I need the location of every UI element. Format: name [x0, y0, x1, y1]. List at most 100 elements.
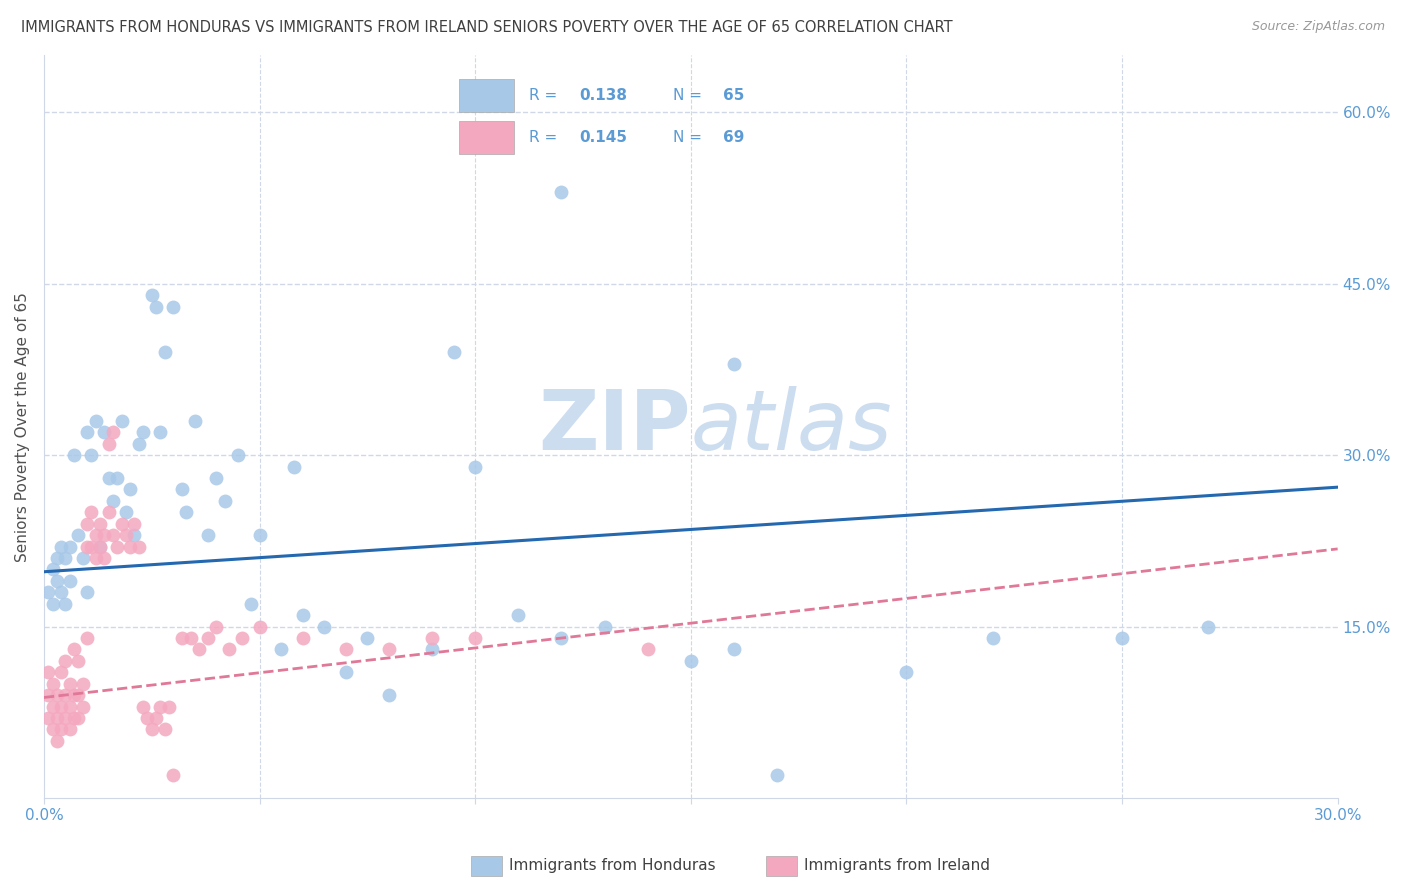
Point [335, 642, 357, 657]
Point [128, 436, 150, 450]
Point [205, 471, 228, 485]
Point [114, 528, 136, 542]
Point [550, 186, 572, 200]
Point [63, 642, 86, 657]
Bar [471, 855, 502, 876]
Point [132, 425, 155, 440]
Point [55, 597, 77, 611]
Point [59, 574, 82, 588]
Point [55, 688, 77, 702]
Point [93, 425, 115, 440]
Point [593, 619, 616, 633]
Point [197, 528, 219, 542]
Point [153, 723, 176, 737]
Point [679, 654, 702, 668]
Text: atlas: atlas [690, 386, 893, 467]
Point [93, 528, 115, 542]
Point [141, 288, 163, 302]
Point [37, 665, 59, 680]
Point [76, 425, 98, 440]
Point [49, 699, 72, 714]
Point [110, 516, 132, 531]
Point [97, 436, 120, 450]
Point [45, 688, 67, 702]
Point [45, 551, 67, 566]
Point [378, 642, 401, 657]
Point [550, 631, 572, 645]
Point [1111, 631, 1133, 645]
Point [89, 516, 111, 531]
Point [231, 631, 253, 645]
Point [283, 459, 305, 474]
Point [335, 665, 357, 680]
Point [41, 723, 63, 737]
Point [37, 711, 59, 725]
Point [197, 631, 219, 645]
Point [162, 768, 184, 782]
Point [72, 699, 94, 714]
Point [723, 357, 745, 371]
Point [63, 711, 86, 725]
Point [55, 711, 77, 725]
Point [76, 540, 98, 554]
Point [76, 631, 98, 645]
Point [59, 699, 82, 714]
Point [443, 345, 465, 359]
Point [218, 642, 240, 657]
Point [80, 540, 103, 554]
Point [184, 414, 207, 428]
Point [170, 631, 193, 645]
Text: IMMIGRANTS FROM HONDURAS VS IMMIGRANTS FROM IRELAND SENIORS POVERTY OVER THE AGE: IMMIGRANTS FROM HONDURAS VS IMMIGRANTS F… [21, 20, 953, 35]
Point [89, 540, 111, 554]
Point [249, 528, 271, 542]
Point [105, 540, 128, 554]
Text: Immigrants from Ireland: Immigrants from Ireland [804, 858, 990, 872]
Point [249, 619, 271, 633]
Point [80, 505, 103, 519]
Point [49, 585, 72, 599]
Point [766, 768, 789, 782]
Point [37, 688, 59, 702]
Point [270, 642, 292, 657]
Point [45, 734, 67, 748]
Point [76, 585, 98, 599]
Point [136, 711, 159, 725]
Point [149, 425, 172, 440]
Text: ZIP: ZIP [538, 386, 690, 467]
Point [170, 483, 193, 497]
Text: Immigrants from Honduras: Immigrants from Honduras [509, 858, 716, 872]
Point [637, 642, 659, 657]
Point [420, 642, 443, 657]
Point [124, 528, 146, 542]
Point [291, 631, 314, 645]
Bar [766, 855, 797, 876]
Point [157, 699, 180, 714]
Point [59, 677, 82, 691]
Point [141, 723, 163, 737]
Point [59, 723, 82, 737]
Point [105, 471, 128, 485]
Point [314, 619, 336, 633]
Point [723, 642, 745, 657]
Point [356, 631, 378, 645]
Point [145, 300, 167, 314]
Point [508, 608, 530, 623]
Point [41, 597, 63, 611]
Point [420, 631, 443, 645]
Point [41, 699, 63, 714]
Point [45, 574, 67, 588]
Point [84, 528, 107, 542]
Point [149, 699, 172, 714]
Point [59, 540, 82, 554]
Point [101, 425, 124, 440]
Point [41, 677, 63, 691]
Point [464, 631, 486, 645]
Point [55, 551, 77, 566]
Point [67, 654, 90, 668]
Point [37, 585, 59, 599]
Point [464, 459, 486, 474]
Point [120, 483, 142, 497]
Point [45, 711, 67, 725]
Point [214, 494, 236, 508]
Point [80, 448, 103, 462]
